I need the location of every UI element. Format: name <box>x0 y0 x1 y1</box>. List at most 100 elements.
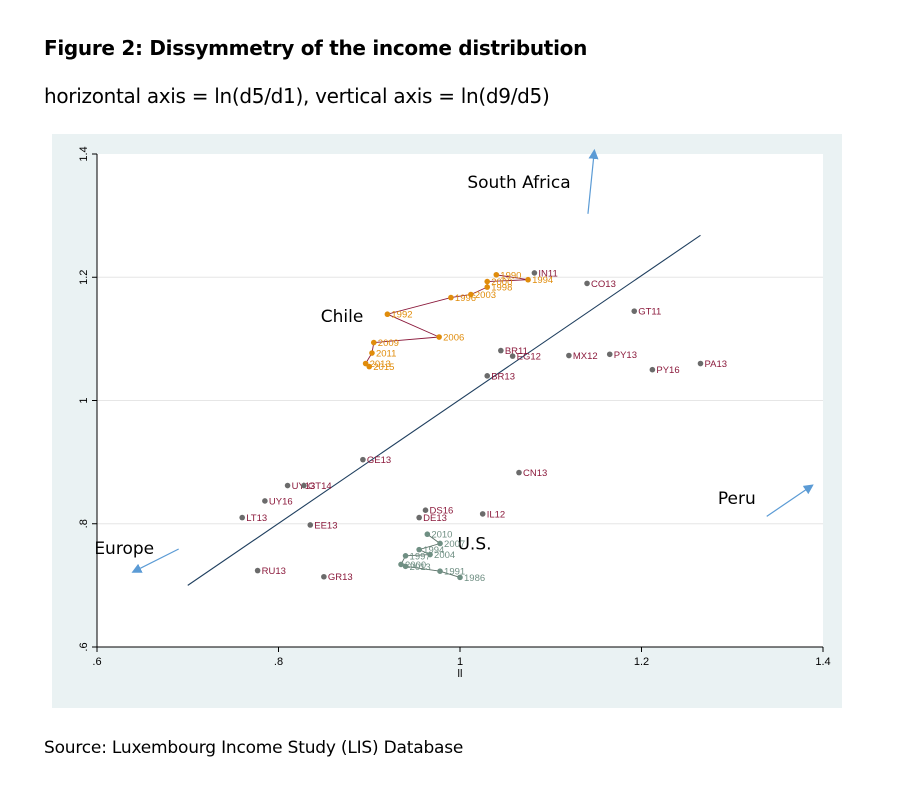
annotation-label: Chile <box>321 307 364 327</box>
direction-arrow <box>131 548 179 573</box>
us-point-label: 2004 <box>434 550 455 561</box>
country-point <box>321 573 327 580</box>
country-point-label: IN11 <box>538 268 557 279</box>
chile-point-label: 2013 <box>370 359 391 370</box>
us-point <box>457 574 463 581</box>
chile-point <box>484 284 491 290</box>
country-point <box>509 353 516 359</box>
us-point-label: 2013 <box>410 562 431 573</box>
chile-point-label: 2009 <box>378 338 399 349</box>
us-point <box>398 561 404 568</box>
country-point-label: UY16 <box>269 496 293 507</box>
figure-subtitle: horizontal axis = ln(d5/d1), vertical ax… <box>44 84 550 108</box>
y-tick-label: 1 <box>78 397 90 403</box>
us-point <box>427 551 433 558</box>
chile-point <box>484 278 491 285</box>
chile-point-label: 2006 <box>443 333 464 344</box>
y-tick-label: 1.2 <box>78 270 90 285</box>
country-point-label: BR11 <box>505 346 528 357</box>
country-point-label: GR13 <box>328 572 353 583</box>
y-tick-label: 1.4 <box>78 146 90 161</box>
x-axis-label: ll <box>458 668 463 680</box>
country-point-label: MX12 <box>573 351 598 362</box>
country-point <box>606 351 613 358</box>
chile-point-label: 1996 <box>455 293 476 304</box>
direction-arrow <box>766 484 814 517</box>
annotation-label: Europe <box>94 539 154 559</box>
chile-point-label: 1998 <box>491 283 512 294</box>
country-point-label: DS16 <box>430 506 454 517</box>
chile-point-label: 1994 <box>532 275 553 286</box>
country-point <box>262 498 268 504</box>
country-point-label: PY13 <box>614 350 637 361</box>
us-point <box>416 546 422 553</box>
country-point <box>584 280 590 287</box>
annotation-label: South Africa <box>467 173 570 193</box>
chile-point <box>448 294 454 301</box>
country-point <box>360 456 366 463</box>
chile-point <box>525 276 531 283</box>
country-point <box>498 347 504 354</box>
us-point-label: 2010 <box>431 530 452 541</box>
diagonal-fit-line <box>187 234 701 586</box>
country-point <box>484 373 491 379</box>
country-point-label: LT13 <box>246 513 267 524</box>
country-point-label: GT11 <box>638 307 661 318</box>
country-point <box>631 308 638 314</box>
country-point <box>307 522 314 528</box>
chile-point <box>366 363 373 370</box>
chile-point-label: 1992 <box>391 310 412 321</box>
chile-point <box>369 350 375 356</box>
country-point <box>649 366 656 373</box>
country-point <box>284 482 291 489</box>
country-point-label: IL12 <box>487 509 506 520</box>
country-point <box>239 514 245 521</box>
country-point-label: EG12 <box>517 352 541 363</box>
us-point-label: 1986 <box>464 573 485 584</box>
figure-title: Figure 2: Dissymmetry of the income dist… <box>44 36 588 60</box>
country-point <box>479 511 486 517</box>
us-point-label: 1997 <box>410 551 431 562</box>
country-point <box>697 360 704 367</box>
country-point <box>301 482 307 489</box>
annotation-label: Peru <box>718 489 756 509</box>
us-point-label: 2000 <box>405 560 426 571</box>
chile-point-label: 1990 <box>500 270 521 281</box>
us-point <box>402 552 409 559</box>
chile-point-label: 2003 <box>475 290 496 301</box>
country-point-label: EE13 <box>314 520 337 531</box>
country-point <box>422 507 429 513</box>
country-point <box>516 469 522 476</box>
x-tick-label: 1.4 <box>815 656 830 668</box>
us-point <box>437 540 443 547</box>
y-tick-label: .6 <box>78 642 90 651</box>
country-point-label: BR13 <box>491 371 515 382</box>
us-point-label: 2007 <box>444 539 465 550</box>
chile-point <box>493 271 500 278</box>
us-point <box>424 531 431 538</box>
chart-panel: .6 .8 1 1.2 1.4 .6 .8 1 1.2 1.4 ll South Africa Chil… <box>52 134 842 708</box>
country-point-label: DE13 <box>423 513 447 524</box>
country-point <box>416 514 422 521</box>
country-point-label: CO13 <box>591 279 616 290</box>
country-point <box>254 567 261 574</box>
direction-arrow <box>587 148 599 214</box>
us-point <box>402 563 409 570</box>
x-tick-label: .6 <box>92 656 101 668</box>
scatter-chart: .6 .8 1 1.2 1.4 .6 .8 1 1.2 1.4 ll South Africa Chil… <box>78 146 831 680</box>
chile-point-label: 2011 <box>376 349 396 360</box>
country-point-label: GT14 <box>308 481 332 492</box>
us-point-label: 1991 <box>444 567 465 578</box>
chile-point-label: 2000 <box>491 277 512 288</box>
chile-point <box>370 339 377 346</box>
x-tick-label: .8 <box>274 656 283 668</box>
chile-point <box>384 311 391 318</box>
chile-point <box>468 291 474 298</box>
country-point <box>531 270 538 276</box>
country-point-label: PA13 <box>704 359 727 370</box>
x-tick-label: 1.2 <box>634 656 649 668</box>
country-point-label: PY16 <box>656 365 679 376</box>
chile-point <box>436 334 442 340</box>
chile-point-label: 2015 <box>373 362 394 373</box>
us-point <box>437 568 443 575</box>
